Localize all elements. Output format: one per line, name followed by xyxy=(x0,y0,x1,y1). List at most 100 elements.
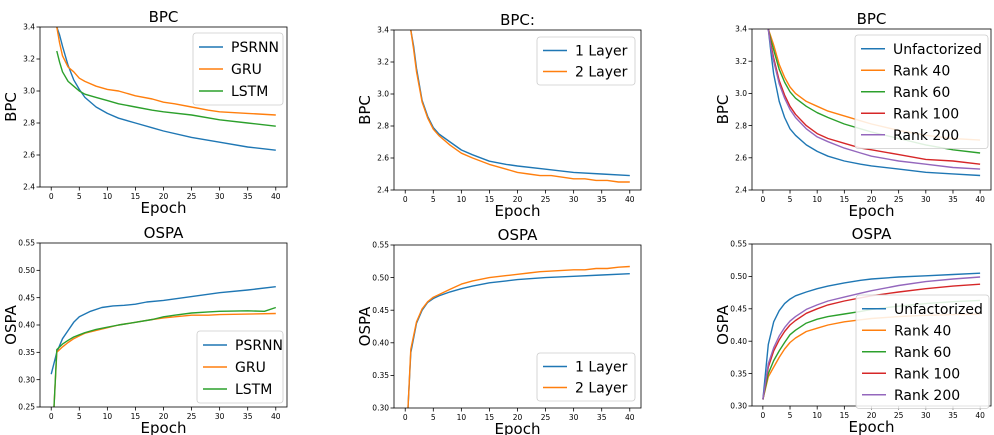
y-axis-label: BPC xyxy=(2,92,20,122)
y-tick-label: 0.30 xyxy=(372,404,389,413)
y-tick-label: 2.8 xyxy=(23,119,35,128)
x-axis-label: Epoch xyxy=(849,418,895,435)
legend-label: Rank 60 xyxy=(894,345,951,361)
x-tick-label: 30 xyxy=(215,192,225,201)
y-tick-label: 2.6 xyxy=(735,154,747,163)
chart-panel-2: BPC: 0 5 10 15 20 25 30 35 40 2.4 2.6 2.8 3.0 3.2 3.4 Ep… xyxy=(356,11,642,220)
legend-box xyxy=(536,352,636,402)
x-tick-label: 40 xyxy=(625,195,635,204)
x-tick-label: 5 xyxy=(788,195,793,204)
x-tick-label: 30 xyxy=(215,412,225,421)
series-line-1 xyxy=(50,286,276,375)
chart-title: OSPA xyxy=(498,226,538,244)
axes-frame xyxy=(39,242,288,408)
legend-label: LSTM xyxy=(231,84,268,100)
x-tick-label: 20 xyxy=(513,413,523,422)
plot-area xyxy=(407,265,630,408)
legend-label: Rank 200 xyxy=(894,388,960,404)
legend-box xyxy=(854,34,989,149)
legend-label: Unfactorized xyxy=(894,302,983,318)
y-tick-label: 0.30 xyxy=(730,402,747,411)
x-tick-label: 25 xyxy=(187,192,197,201)
x-tick-label: 0 xyxy=(760,195,765,204)
series-line-1 xyxy=(767,29,981,177)
chart-title: BPC xyxy=(149,8,179,26)
y-tick-label: 0.50 xyxy=(18,266,35,275)
legend-label: 2 Layer xyxy=(575,65,628,81)
y-tick-label: 2.6 xyxy=(23,151,35,160)
plot-area xyxy=(50,286,277,407)
series-line-5 xyxy=(762,276,981,400)
y-tick-label: 2.8 xyxy=(377,122,389,131)
x-tick-label: 25 xyxy=(541,413,551,422)
x-tick-label: 15 xyxy=(131,192,141,201)
y-tick-label: 2.8 xyxy=(735,121,747,130)
x-tick-label: 25 xyxy=(187,412,197,421)
y-axis-label: OSPA xyxy=(714,304,732,344)
series-line-3 xyxy=(56,50,276,127)
legend-label: Unfactorized xyxy=(893,42,982,58)
x-tick-label: 20 xyxy=(159,412,169,421)
x-tick-label: 15 xyxy=(840,411,850,420)
y-tick-label: 0.35 xyxy=(18,348,35,357)
plot-area xyxy=(56,27,276,151)
legend: 1 Layer 2 Layer xyxy=(536,352,636,402)
x-tick-label: 10 xyxy=(457,413,467,422)
x-tick-label: 30 xyxy=(569,195,579,204)
y-tick-label: 0.40 xyxy=(372,339,389,348)
x-axis-label: Epoch xyxy=(141,199,187,217)
axes-frame xyxy=(393,244,642,409)
legend-box xyxy=(196,330,284,404)
y-tick-label: 0.50 xyxy=(372,273,389,282)
legend-label: GRU xyxy=(231,62,262,78)
legend: 1 Layer 2 Layer xyxy=(536,36,636,86)
y-tick-label: 0.55 xyxy=(18,239,35,248)
x-tick-label: 40 xyxy=(975,195,985,204)
y-tick-label: 0.35 xyxy=(372,371,389,380)
y-tick-label: 3.2 xyxy=(23,55,35,64)
x-tick-label: 35 xyxy=(243,412,253,421)
x-tick-label: 10 xyxy=(812,411,822,420)
legend-box xyxy=(855,294,990,409)
x-tick-label: 20 xyxy=(159,192,169,201)
series-line-4 xyxy=(762,283,981,400)
x-tick-label: 30 xyxy=(921,411,931,420)
x-tick-label: 10 xyxy=(103,192,113,201)
series-line-2 xyxy=(410,30,630,183)
x-tick-label: 25 xyxy=(541,195,551,204)
chart-title: OSPA xyxy=(852,225,892,243)
x-tick-label: 0 xyxy=(49,412,54,421)
chart-panel-5: OSPA 0 5 10 15 20 25 30 35 40 0.30 0.35 0.40 0.45 0.50… xyxy=(356,226,642,435)
x-tick-label: 0 xyxy=(403,195,408,204)
x-tick-label: 30 xyxy=(921,195,931,204)
chart-panel-3: BPC 0 5 10 15 20 25 30 35 40 2.4 2.6 2.8 3.0 3.2 3.4 Epo… xyxy=(714,10,992,220)
legend-label: 1 Layer xyxy=(575,44,628,60)
y-tick-label: 0.40 xyxy=(730,337,747,346)
x-tick-label: 20 xyxy=(513,195,523,204)
y-tick-label: 0.45 xyxy=(730,305,747,314)
y-tick-label: 0.45 xyxy=(372,306,389,315)
series-line-1 xyxy=(56,27,276,151)
y-tick-label: 3.2 xyxy=(735,57,747,66)
chart-title: BPC xyxy=(857,10,887,28)
x-tick-label: 35 xyxy=(243,192,253,201)
series-line-3 xyxy=(53,306,277,407)
x-tick-label: 5 xyxy=(431,413,436,422)
y-tick-label: 0.55 xyxy=(730,240,747,249)
plot-area xyxy=(410,30,630,183)
y-tick-label: 3.0 xyxy=(23,87,35,96)
y-tick-label: 3.0 xyxy=(377,90,389,99)
y-tick-label: 3.4 xyxy=(377,26,389,35)
series-line-4 xyxy=(767,29,981,165)
y-axis-label: BPC xyxy=(356,95,374,125)
axes-frame xyxy=(393,29,642,191)
y-tick-label: 0.35 xyxy=(730,369,747,378)
legend: PSRNN GRU LSTM xyxy=(196,330,284,404)
x-tick-label: 25 xyxy=(894,411,904,420)
x-axis-label: Epoch xyxy=(849,202,895,220)
x-tick-label: 10 xyxy=(103,412,113,421)
legend-label: GRU xyxy=(235,360,266,376)
legend-label: PSRNN xyxy=(235,338,283,354)
y-tick-label: 0.45 xyxy=(18,293,35,302)
